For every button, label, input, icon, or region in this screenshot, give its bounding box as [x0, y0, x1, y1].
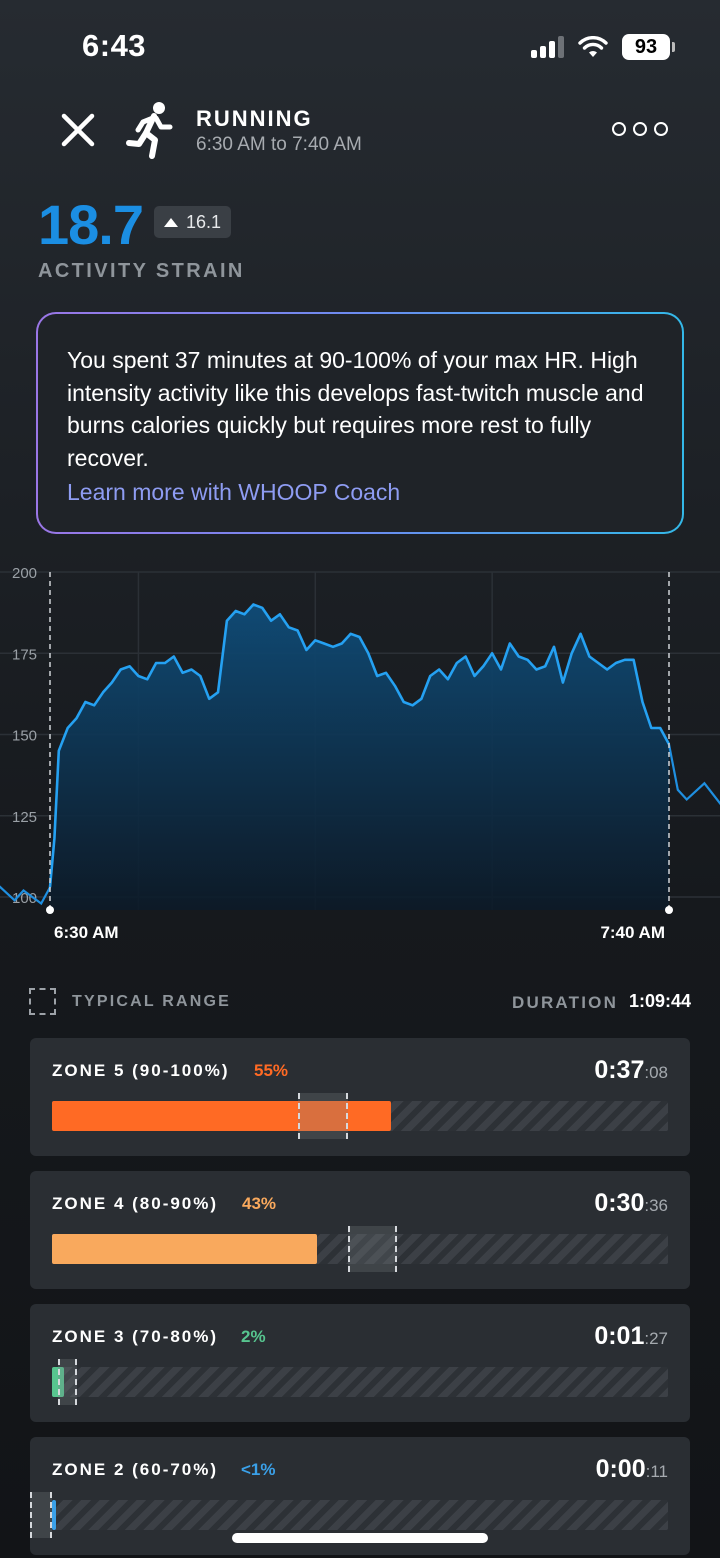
x-tick-label: 6:30 AM — [54, 923, 119, 942]
zone-name: ZONE 4 (80-90%) — [52, 1194, 219, 1213]
y-tick-label: 100 — [12, 890, 37, 907]
zone-card-2[interactable]: ZONE 2 (60-70%) <1% 0:00:11 — [30, 1437, 690, 1555]
x-tick-label: 7:40 AM — [600, 923, 665, 942]
learn-more-link[interactable]: Learn more with WHOOP Coach — [67, 479, 401, 505]
duration-label: DURATION — [512, 993, 619, 1012]
status-icons: 93 — [531, 34, 675, 60]
zone-card-3[interactable]: ZONE 3 (70-80%) 2% 0:01:27 — [30, 1304, 690, 1422]
zone-name: ZONE 2 (60-70%) — [52, 1460, 219, 1479]
home-indicator[interactable] — [232, 1533, 488, 1543]
typical-range-marker — [58, 1359, 77, 1405]
wifi-icon — [578, 36, 608, 57]
zone-bar — [52, 1359, 668, 1405]
close-button[interactable] — [56, 108, 100, 152]
runner-icon — [126, 102, 173, 159]
zone-fill — [52, 1101, 391, 1131]
zone-fill — [52, 1500, 56, 1530]
arrow-up-icon — [164, 217, 178, 227]
battery-icon: 93 — [622, 34, 675, 60]
strain-delta-badge: 16.1 — [154, 206, 232, 238]
duration-value: 1:09:44 — [629, 991, 692, 1011]
zone-bar — [30, 1492, 668, 1538]
coach-insight-card: You spent 37 minutes at 90-100% of your … — [36, 312, 684, 534]
activity-time-range: 6:30 AM to 7:40 AM — [196, 134, 362, 155]
typical-range-marker — [30, 1492, 52, 1538]
zone-card-4[interactable]: ZONE 4 (80-90%) 43% 0:30:36 — [30, 1171, 690, 1289]
typical-range-marker — [298, 1093, 348, 1139]
zone-card-5[interactable]: ZONE 5 (90-100%) 55% 0:37:08 — [30, 1038, 690, 1156]
strain-delta-value: 16.1 — [186, 211, 222, 232]
zone-bar — [52, 1093, 668, 1139]
status-time: 6:43 — [82, 28, 147, 63]
y-tick-label: 125 — [12, 809, 37, 826]
typical-range-marker — [347, 1226, 397, 1272]
heart-rate-line — [48, 603, 671, 888]
zone-percent: <1% — [241, 1460, 276, 1479]
zone-time: 0:01:27 — [594, 1322, 668, 1350]
zone-time: 0:30:36 — [594, 1189, 668, 1217]
activity-title: RUNNING — [196, 106, 313, 131]
more-options-button[interactable] — [612, 122, 668, 136]
close-icon — [61, 113, 95, 147]
coach-insight-text: You spent 37 minutes at 90-100% of your … — [67, 347, 644, 471]
strain-value: 18.7 — [38, 193, 144, 256]
strain-label: ACTIVITY STRAIN — [38, 260, 245, 282]
cellular-signal-icon — [531, 36, 564, 58]
zone-percent: 2% — [241, 1327, 266, 1346]
zone-time: 0:37:08 — [594, 1056, 668, 1084]
time-marker-dot — [665, 906, 673, 914]
y-tick-label: 200 — [12, 565, 37, 582]
zone-percent: 43% — [242, 1194, 277, 1213]
time-marker-dot — [46, 906, 54, 914]
zone-percent: 55% — [254, 1061, 289, 1080]
zone-fill — [52, 1234, 317, 1264]
heart-rate-area — [50, 604, 669, 910]
typical-range-legend-icon — [29, 988, 56, 1015]
typical-range-label: TYPICAL RANGE — [72, 993, 231, 1010]
heart-rate-chart[interactable]: 200 175 150 125 100 6:30 AM 7:40 AM — [0, 560, 720, 950]
y-tick-label: 150 — [12, 728, 37, 745]
zone-name: ZONE 3 (70-80%) — [52, 1327, 219, 1346]
heart-rate-line-outside — [0, 744, 720, 906]
more-dots-icon — [612, 122, 626, 136]
y-tick-label: 175 — [12, 646, 37, 663]
zone-bar — [52, 1226, 668, 1272]
zone-name: ZONE 5 (90-100%) — [52, 1061, 230, 1080]
zone-time: 0:00:11 — [595, 1455, 668, 1483]
